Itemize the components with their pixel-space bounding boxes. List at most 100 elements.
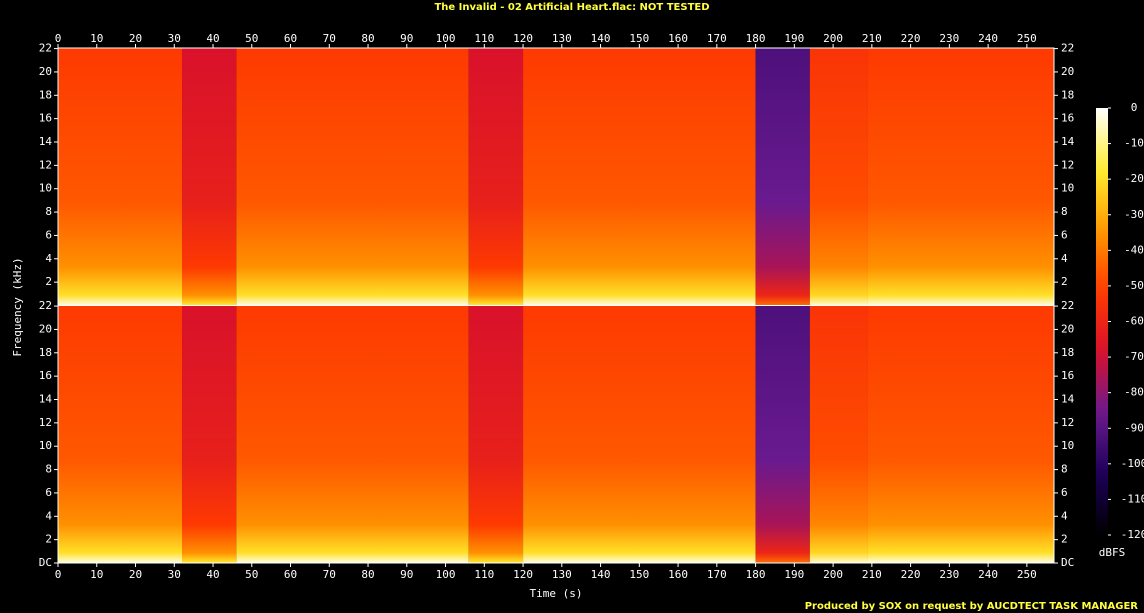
y-tick-label: 14	[1061, 393, 1075, 406]
y-tick-label: 6	[1061, 486, 1068, 499]
colorbar	[1096, 108, 1108, 535]
x-tick-label: 40	[206, 568, 219, 581]
chart-title: The Invalid - 02 Artificial Heart.flac: …	[434, 2, 709, 13]
x-tick-label: 130	[552, 32, 572, 45]
colorbar-label: dBFS	[1099, 546, 1126, 559]
y-tick-label: 20	[1061, 65, 1074, 78]
x-tick-label: 20	[129, 568, 142, 581]
colorbar-tick-label: -90	[1124, 421, 1144, 434]
colorbar-tick-label: -60	[1124, 315, 1144, 328]
spectrum-segment	[58, 305, 183, 563]
spectrum-segment	[182, 48, 237, 306]
y-tick-label: 2	[1061, 533, 1068, 546]
y-tick-label: 6	[1061, 228, 1068, 241]
spectrum-segment	[523, 48, 756, 306]
y-tick-label: DC	[1061, 556, 1074, 569]
spectrum-segment	[182, 305, 237, 563]
x-tick-label: 240	[978, 32, 998, 45]
colorbar-tick-label: -70	[1124, 350, 1144, 363]
spectrum-segment	[523, 305, 756, 563]
x-tick-label: 110	[474, 32, 494, 45]
y-tick-label: 16	[1061, 112, 1074, 125]
y-tick-label: 8	[1061, 463, 1068, 476]
x-tick-label: 120	[513, 32, 533, 45]
y-tick-label: 8	[45, 205, 52, 218]
x-tick-label: 230	[939, 32, 959, 45]
colorbar-tick-label: -80	[1124, 386, 1144, 399]
x-tick-label: 90	[400, 32, 413, 45]
x-tick-label: 80	[361, 568, 374, 581]
x-tick-label: 30	[168, 32, 181, 45]
x-tick-label: 190	[784, 568, 804, 581]
y-tick-label: 10	[39, 439, 52, 452]
x-tick-label: 90	[400, 568, 413, 581]
y-tick-label: 4	[45, 509, 52, 522]
x-tick-label: 120	[513, 568, 533, 581]
y-tick-label: 20	[39, 322, 52, 335]
x-tick-label: 10	[90, 32, 103, 45]
y-tick-label: 16	[39, 112, 52, 125]
y-tick-label: 16	[39, 369, 52, 382]
x-tick-label: 180	[746, 568, 766, 581]
y-tick-label: 18	[39, 346, 52, 359]
y-tick-label: 2	[1061, 275, 1068, 288]
y-tick-label: 14	[39, 135, 53, 148]
spectrum-segment	[867, 305, 1054, 563]
y-tick-label: 18	[1061, 346, 1074, 359]
y-tick-label: DC	[39, 556, 52, 569]
x-tick-label: 70	[323, 568, 336, 581]
x-tick-label: 10	[90, 568, 103, 581]
x-tick-label: 150	[629, 32, 649, 45]
y-tick-label: 6	[45, 228, 52, 241]
colorbar-tick-label: -50	[1124, 279, 1144, 292]
x-tick-label: 170	[707, 32, 727, 45]
spectrum-segment	[809, 305, 868, 563]
spectrum-segment	[236, 48, 469, 306]
x-tick-label: 210	[862, 568, 882, 581]
y-tick-label: 20	[39, 65, 52, 78]
x-tick-label: 100	[436, 32, 456, 45]
y-tick-label: 8	[1061, 205, 1068, 218]
x-tick-label: 130	[552, 568, 572, 581]
x-tick-label: 180	[746, 32, 766, 45]
y-tick-label: 14	[39, 393, 53, 406]
x-tick-label: 200	[823, 568, 843, 581]
colorbar-tick-label: -20	[1124, 172, 1144, 185]
x-tick-label: 250	[1017, 568, 1037, 581]
y-tick-label: 14	[1061, 135, 1075, 148]
x-tick-label: 200	[823, 32, 843, 45]
colorbar-tick-label: -100	[1121, 457, 1144, 470]
colorbar-tick-label: -10	[1124, 137, 1144, 150]
y-tick-label: 12	[1061, 158, 1074, 171]
colorbar-tick-label: -40	[1124, 243, 1144, 256]
x-tick-label: 220	[901, 32, 921, 45]
colorbar-tick-label: -110	[1121, 492, 1144, 505]
x-tick-label: 190	[784, 32, 804, 45]
x-tick-label: 160	[668, 32, 688, 45]
x-tick-label: 100	[436, 568, 456, 581]
x-tick-label: 140	[591, 32, 611, 45]
x-axis-label: Time (s)	[530, 587, 583, 600]
y-tick-label: 22	[1061, 299, 1074, 312]
y-tick-label: 22	[39, 299, 52, 312]
spectrum-segment	[755, 305, 810, 563]
y-tick-label: 18	[39, 88, 52, 101]
x-tick-label: 50	[245, 32, 258, 45]
y-tick-label: 4	[1061, 509, 1068, 522]
footer: Produced by SOX on request by AUCDTECT T…	[805, 601, 1139, 612]
x-tick-label: 60	[284, 32, 297, 45]
x-tick-label: 240	[978, 568, 998, 581]
y-tick-label: 8	[45, 463, 52, 476]
y-tick-label: 10	[39, 182, 52, 195]
spectrum-segment	[236, 305, 469, 563]
x-tick-label: 20	[129, 32, 142, 45]
x-tick-label: 110	[474, 568, 494, 581]
colorbar-tick-label: -120	[1121, 528, 1144, 541]
x-tick-label: 40	[206, 32, 219, 45]
x-tick-label: 0	[55, 568, 62, 581]
spectrum-segment	[755, 48, 810, 306]
y-tick-label: 16	[1061, 369, 1074, 382]
x-tick-label: 60	[284, 568, 297, 581]
y-tick-label: 4	[45, 252, 52, 265]
